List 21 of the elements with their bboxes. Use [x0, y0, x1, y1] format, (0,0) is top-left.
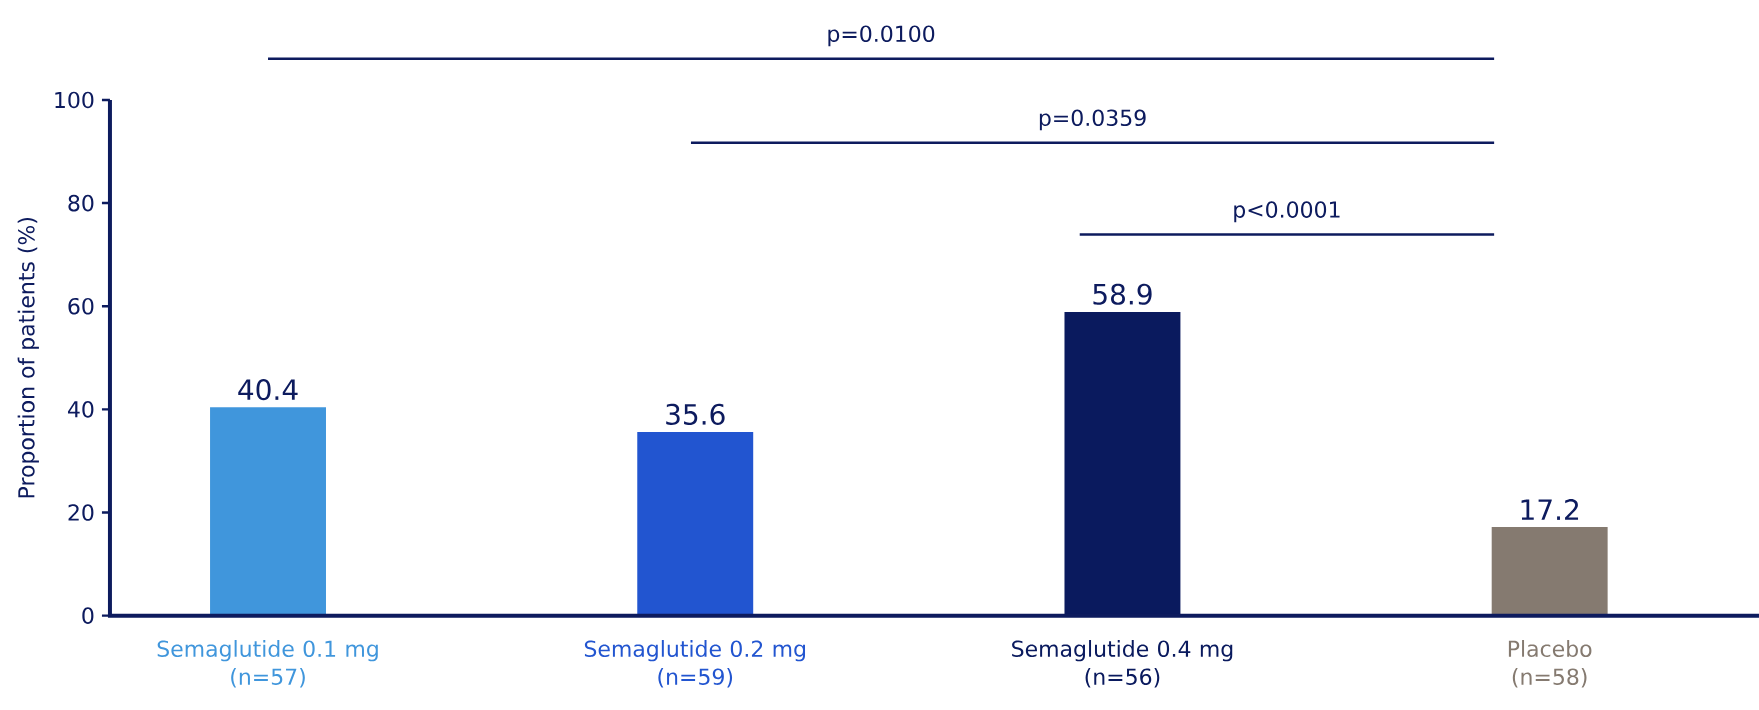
text: p=0.0100: [828, 25, 935, 47]
data-label: 17.2: [1521, 499, 1579, 521]
y-tick-label: 0: [82, 607, 94, 625]
data-label: 40.4: [238, 379, 298, 401]
y-axis-title: Proportion of patients (%): [17, 218, 39, 498]
data-label: 58.9: [1093, 283, 1152, 306]
bar: [1491, 527, 1608, 616]
y-tick-label: 40: [67, 401, 94, 418]
y-tick-label: 60: [68, 298, 94, 315]
annotation: p=0.0359: [1039, 109, 1146, 131]
x-tick-label: Semaglutide 0.1 mg (n=57): [157, 640, 378, 688]
y-tick-label: 20: [68, 504, 94, 522]
x-tick-label: Semaglutide 0.2 mg (n=59): [584, 640, 806, 688]
y-tick-label: 80: [68, 194, 94, 212]
bar: [637, 432, 754, 616]
bar: [210, 407, 326, 616]
annotation: p<0.0001: [1234, 201, 1340, 223]
x-tick-label: Semaglutide 0.4 mg (n=56): [1012, 640, 1233, 688]
y-tick-label: 100: [55, 91, 94, 109]
data-label: 35.6: [666, 404, 725, 426]
x-tick-label: Placebo (n=58): [1508, 640, 1592, 688]
